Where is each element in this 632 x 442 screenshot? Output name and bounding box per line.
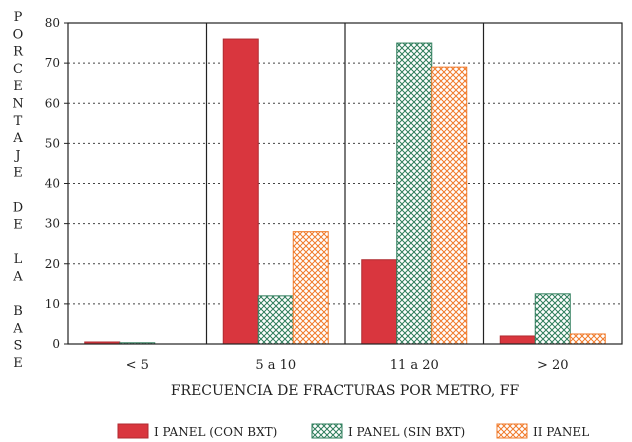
y-axis-label-letter: T [14,114,23,129]
legend-swatch [117,423,149,439]
x-axis-label: FRECUENCIA DE FRACTURAS POR METRO, FF [171,383,520,399]
y-tick-label: 30 [45,217,60,231]
x-tick-label: 5 a 10 [255,358,296,373]
plot-frame [67,22,623,345]
y-axis-label-letter: N [12,97,23,112]
y-tick-label: 80 [45,16,60,30]
y-axis-label-letter: L [14,252,23,267]
legend-label: II PANEL [533,425,589,439]
y-axis-label-letter: P [14,10,23,25]
y-axis-label-letter: J [13,148,20,163]
y-axis-label-letter: E [13,166,23,181]
x-tick-labels: < 5 5 a 10 11 a 20 > 20 [126,358,569,373]
y-axis-label-letter: A [12,270,23,285]
bar-2-4 [534,293,571,345]
y-axis-label-letter: E [13,356,23,371]
y-tick-label: 60 [45,96,60,110]
y-axis-label-letter: C [13,62,23,77]
x-tick-label: 11 a 20 [390,358,439,373]
bar-2-3 [396,42,433,345]
bar-3-3 [431,66,468,345]
y-axis-label-letter: E [13,79,23,94]
category-dividers [205,23,485,344]
legend: I PANEL (CON BXT) I PANEL (SIN BXT) II PAN… [117,423,589,439]
bar-1-4 [499,335,536,345]
bar-1-3 [361,259,398,345]
y-tick-label: 40 [45,177,60,191]
x-tick-label: < 5 [126,358,149,373]
legend-label: I PANEL (CON BXT) [154,425,277,439]
y-axis-label-letter: A [12,131,23,146]
bars [84,38,606,345]
legend-swatch [496,423,528,439]
bar-2-2 [257,295,294,345]
y-axis-label-letter: R [13,45,24,60]
y-ticks: 0 10 20 30 40 50 60 70 80 [45,16,68,351]
y-tick-label: 70 [45,56,60,70]
legend-swatch [311,423,343,439]
y-axis-label-letter: A [12,321,23,336]
y-axis-label-letter: E [13,218,23,233]
y-tick-label: 20 [45,257,60,271]
bar-3-4 [569,333,606,345]
bar-1-2 [222,38,259,345]
y-tick-label: 10 [45,297,60,311]
y-tick-label: 50 [45,136,60,150]
y-axis-label-letter: D [13,200,23,215]
y-axis-label-letter: O [13,27,24,42]
y-axis-label-letter: S [14,339,23,354]
legend-label: I PANEL (SIN BXT) [348,425,465,439]
x-tick-label: > 20 [537,358,569,373]
bar-3-2 [292,231,329,345]
y-axis-label-letter: B [13,304,23,319]
y-tick-label: 0 [52,337,60,351]
